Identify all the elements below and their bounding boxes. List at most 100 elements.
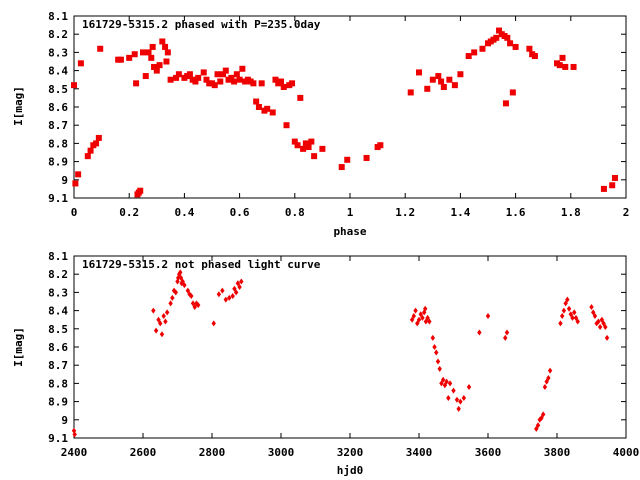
data-point	[427, 318, 432, 325]
data-point	[95, 134, 102, 141]
data-point	[153, 327, 159, 334]
data-point	[434, 349, 439, 356]
data-point	[117, 56, 124, 63]
data-point	[420, 314, 425, 321]
data-point	[512, 43, 519, 50]
data-point	[159, 38, 166, 45]
data-point	[592, 313, 598, 320]
data-point	[126, 54, 133, 61]
data-point	[411, 313, 417, 320]
data-point	[131, 51, 138, 58]
data-point	[471, 49, 478, 56]
data-point	[466, 384, 472, 391]
data-point	[305, 144, 312, 151]
y-tick-label: 8.9	[48, 156, 68, 169]
data-point	[258, 80, 265, 87]
data-point	[159, 331, 165, 338]
data-point	[220, 71, 227, 78]
data-point	[437, 365, 442, 372]
y-tick-label: 8.5	[48, 323, 68, 336]
data-point	[164, 309, 170, 316]
data-point	[440, 83, 447, 90]
data-point	[338, 164, 345, 171]
data-point	[502, 100, 509, 107]
x-tick-label: 0.2	[119, 206, 139, 219]
data-point	[195, 74, 202, 81]
data-point	[461, 394, 467, 401]
data-point	[163, 58, 170, 65]
data-point	[173, 289, 178, 296]
x-tick-label: 3600	[475, 446, 502, 459]
y-tick-label: 8.4	[48, 65, 68, 78]
data-point	[162, 43, 169, 50]
data-point	[142, 73, 149, 80]
data-point	[168, 300, 173, 307]
data-point	[311, 153, 318, 160]
data-point	[430, 334, 435, 341]
data-point	[451, 387, 456, 394]
y-tick-label: 9.1	[48, 192, 68, 205]
data-point	[211, 320, 216, 327]
x-tick-label: 1.8	[561, 206, 581, 219]
y-axis-label: I[mag]	[12, 327, 25, 367]
y-tick-label: 8.8	[48, 377, 68, 390]
data-point	[300, 145, 307, 152]
chart-title: 161729-5315.2 phased with P=235.0day	[82, 18, 321, 31]
data-point	[454, 396, 460, 403]
data-point	[151, 63, 158, 70]
data-point	[75, 171, 82, 178]
x-tick-label: 1.4	[450, 206, 470, 219]
data-point	[250, 80, 257, 87]
data-point	[440, 376, 446, 383]
y-tick-label: 8.1	[48, 10, 68, 23]
data-point	[435, 73, 442, 80]
data-point	[446, 76, 453, 83]
data-point	[377, 142, 384, 149]
data-point	[344, 156, 351, 163]
data-point	[493, 34, 500, 41]
data-point	[308, 138, 315, 145]
x-tick-label: 0	[71, 206, 78, 219]
data-point	[228, 74, 235, 81]
data-point	[145, 49, 152, 56]
chart-title: 161729-5315.2 not phased light curve	[82, 258, 321, 271]
x-tick-label: 3200	[337, 446, 364, 459]
data-point	[600, 185, 607, 192]
data-point	[507, 40, 514, 47]
data-point	[603, 323, 608, 330]
data-point	[178, 269, 183, 276]
data-point	[236, 76, 243, 83]
data-points	[71, 27, 618, 198]
data-point	[93, 140, 100, 147]
unphased-light-curve-chart: 2400 2600 2800 3000 3200 3400 3600 3800 4000 8.1…	[12, 250, 639, 477]
data-point	[237, 283, 242, 290]
data-point	[496, 27, 503, 34]
data-point	[596, 318, 601, 325]
data-point	[84, 153, 91, 160]
data-point	[435, 358, 441, 365]
data-point	[87, 147, 94, 154]
data-point	[186, 71, 193, 78]
data-point	[200, 69, 207, 76]
y-tick-label: 9.1	[48, 432, 68, 445]
data-point	[163, 318, 168, 325]
data-point	[503, 334, 508, 341]
data-point	[148, 54, 155, 61]
y-tick-label: 8.9	[48, 396, 68, 409]
x-tick-label: 4000	[613, 446, 640, 459]
data-point	[272, 76, 279, 83]
data-point	[283, 122, 290, 129]
data-point	[149, 43, 156, 50]
data-point	[233, 289, 239, 296]
data-point	[137, 187, 144, 194]
data-point	[189, 293, 194, 300]
data-point	[280, 83, 287, 90]
data-point	[71, 82, 77, 89]
x-tick-label: 1.2	[395, 206, 415, 219]
x-tick-label: 3800	[544, 446, 571, 459]
data-point	[278, 78, 284, 85]
data-point	[192, 78, 199, 85]
data-point	[611, 174, 618, 181]
x-tick-label: 2800	[199, 446, 226, 459]
data-point	[153, 67, 160, 74]
